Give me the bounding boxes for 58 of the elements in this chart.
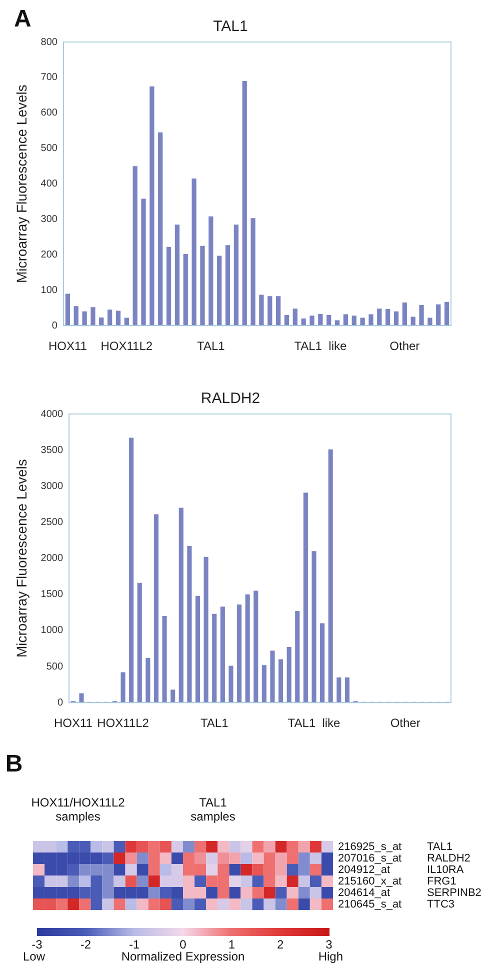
y-tick-label: 0 xyxy=(57,697,64,708)
y-tick-label: 216925_s_at xyxy=(338,840,402,853)
text: A xyxy=(14,6,32,33)
y-tick-label: 210645_s_at xyxy=(338,898,402,910)
color-bar-label: 1 xyxy=(228,937,236,952)
x-tick-label: TAL1 like xyxy=(288,716,341,730)
y-tick-label: 204614_at xyxy=(338,886,390,899)
color-bar-label: -2 xyxy=(80,937,92,952)
y-tick-label: 4000 xyxy=(40,408,64,420)
y-tick-label: 1000 xyxy=(40,625,64,636)
y-tick-label: 300 xyxy=(40,214,58,225)
y-tick-label: 204912_at xyxy=(338,864,390,876)
x-tick-label: TAL1 like xyxy=(294,339,347,354)
y2-tick-label: SERPINB2 xyxy=(427,886,482,899)
x-tick-label: HOX11 xyxy=(48,339,88,354)
color-bar-title: Normalized Expression xyxy=(121,949,245,964)
y2-tick-label: FRG1 xyxy=(427,875,456,888)
y-tick-label: 500 xyxy=(40,143,58,154)
x-tick-label: Other xyxy=(390,339,420,354)
y2-tick-label: RALDH2 xyxy=(427,852,470,864)
text: Low xyxy=(23,949,46,964)
y-tick-label: 400 xyxy=(40,178,58,190)
y-tick-label: 215160_x_at xyxy=(338,875,402,888)
y-tick-label: 600 xyxy=(40,108,58,119)
color-bar-label: 3 xyxy=(326,937,333,952)
y-axis-title: Microarray Fluorescence Levels xyxy=(13,459,30,658)
y2-tick-label: IL10RA xyxy=(427,864,464,876)
y-tick-label: 200 xyxy=(40,249,58,260)
y-tick-label: 2000 xyxy=(40,553,64,564)
y-tick-label: 2500 xyxy=(40,516,64,528)
chart-title: RALDH2 xyxy=(200,390,260,408)
y-tick-label: 700 xyxy=(40,72,58,84)
color-bar-label: 2 xyxy=(276,937,284,952)
x-tick-label: HOX11L2 xyxy=(100,339,153,354)
y-tick-label: 500 xyxy=(46,661,64,672)
color-bar-label: -1 xyxy=(128,937,140,952)
color-bar-label: 0 xyxy=(180,937,187,952)
chart-title: TAL1 xyxy=(213,18,248,36)
y-tick-label: 100 xyxy=(40,284,58,296)
y-tick-label: 3000 xyxy=(40,480,64,492)
y2-tick-label: TTC3 xyxy=(427,898,454,910)
y-tick-label: 800 xyxy=(40,36,58,48)
text: B xyxy=(5,750,23,778)
text: TAL1 samples xyxy=(190,795,236,824)
text: High xyxy=(318,949,343,964)
y-tick-label: 3500 xyxy=(40,444,64,456)
x-tick-label: TAL1 xyxy=(200,716,229,730)
x-tick-label: HOX11 xyxy=(54,716,93,730)
y-tick-label: 0 xyxy=(52,320,58,332)
x-tick-label: Other xyxy=(390,716,420,730)
y-tick-label: 1500 xyxy=(40,589,64,600)
text: HOX11/HOX11L2 samples xyxy=(31,795,126,824)
x-tick-label: HOX11L2 xyxy=(97,716,150,730)
y2-tick-label: TAL1 xyxy=(427,840,452,853)
y-tick-label: 207016_s_at xyxy=(338,852,402,864)
color-bar-label: -3 xyxy=(32,937,43,952)
x-tick-label: TAL1 xyxy=(197,339,226,354)
y-axis-title: Microarray Fluorescence Levels xyxy=(13,84,30,284)
